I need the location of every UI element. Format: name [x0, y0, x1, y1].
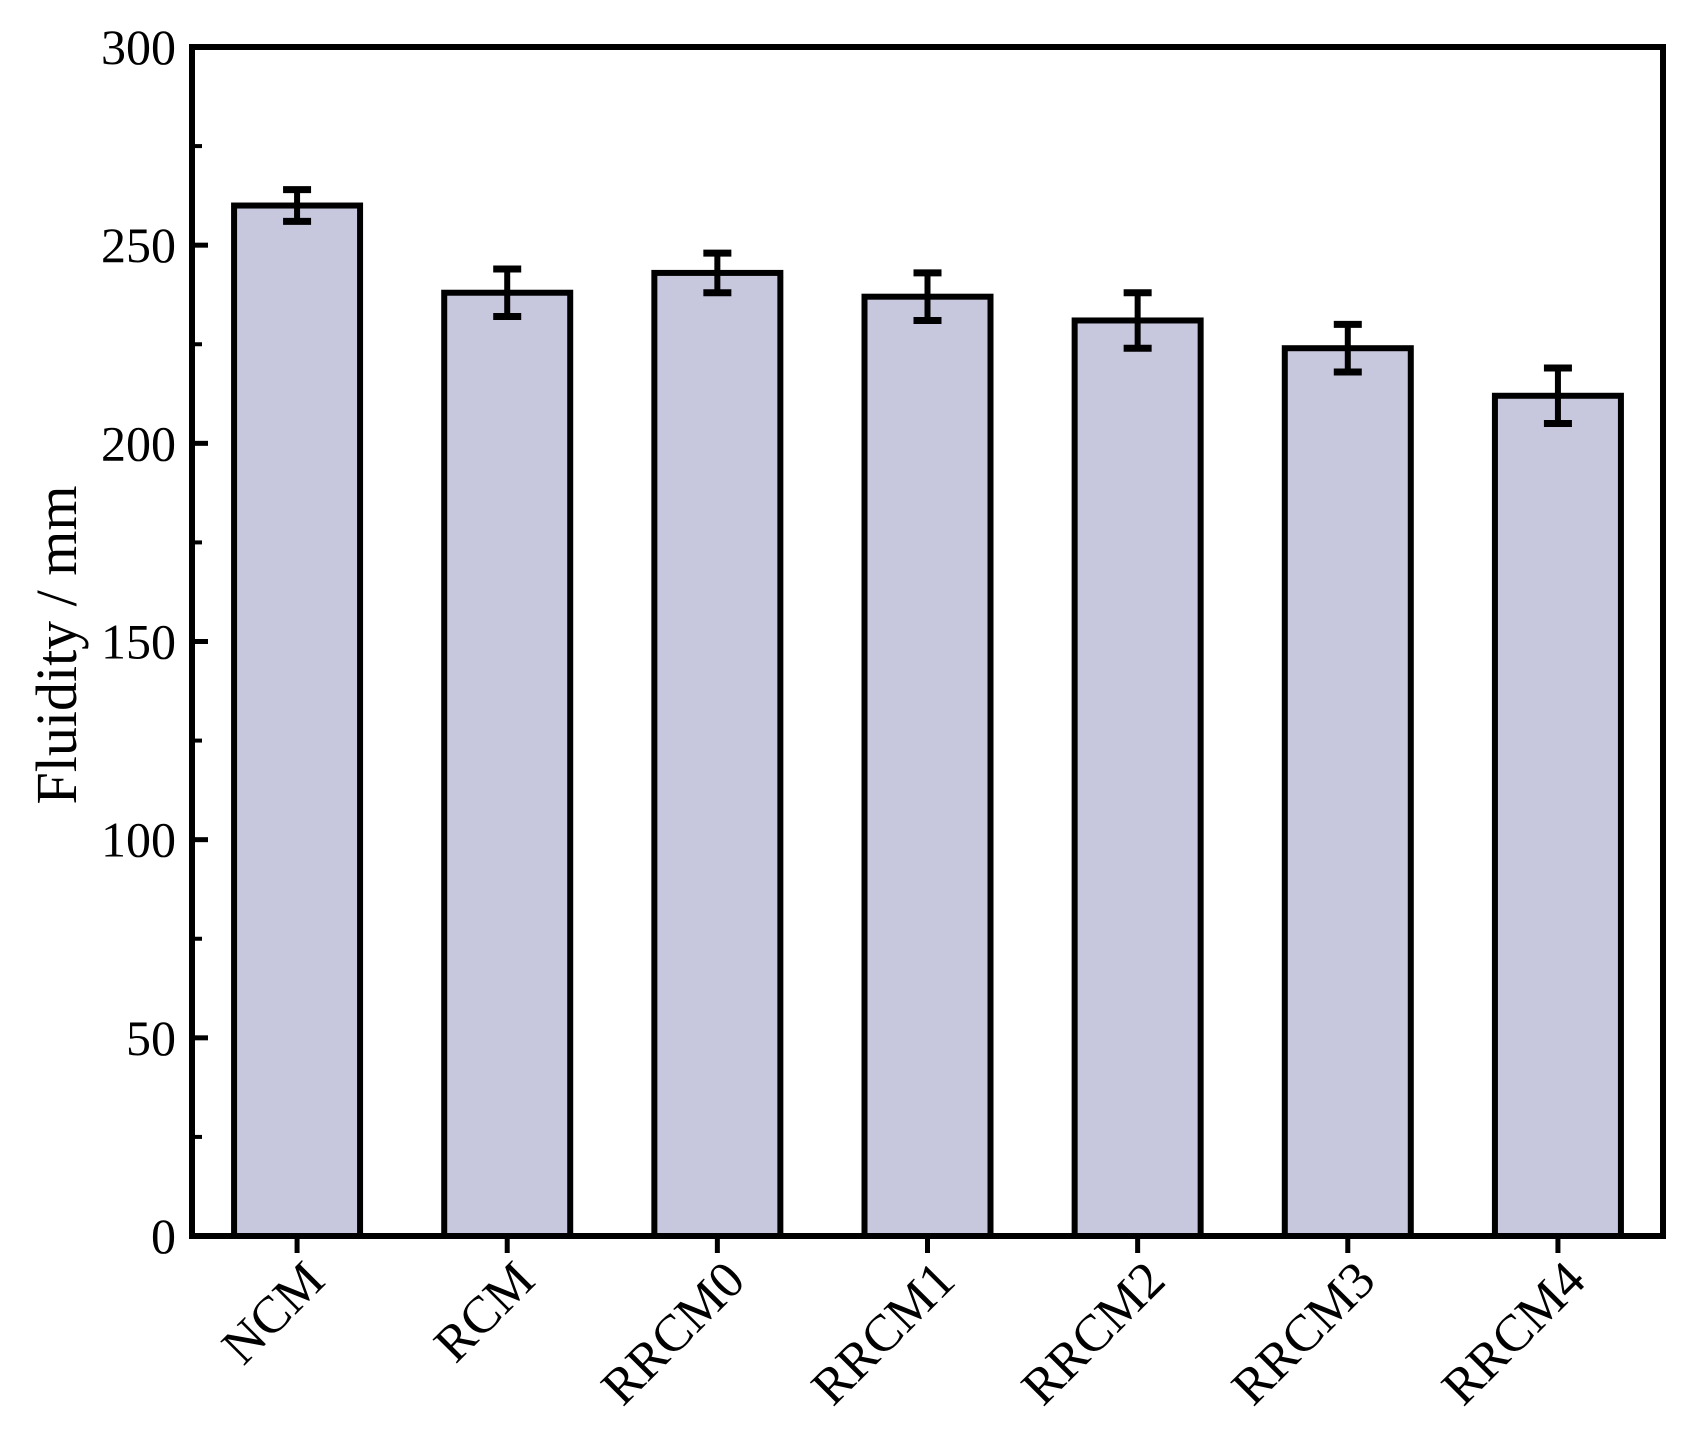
- x-tick-label: RRCM2: [1011, 1251, 1176, 1416]
- y-tick-label: 50: [126, 1010, 176, 1066]
- y-tick-label: 150: [101, 614, 176, 670]
- x-tick-label: NCM: [211, 1251, 335, 1375]
- error-bars-group: [283, 186, 1572, 428]
- bar: [231, 202, 364, 1240]
- y-tick-label: 200: [101, 415, 176, 471]
- bar: [1281, 345, 1414, 1240]
- x-tick-label: RCM: [424, 1251, 546, 1373]
- y-tick-label: 250: [101, 217, 176, 273]
- y-tick-label: 0: [151, 1208, 176, 1264]
- bar: [1071, 317, 1204, 1240]
- y-axis-title: Fluidity / mm: [24, 485, 89, 804]
- y-tick-label: 300: [101, 19, 176, 75]
- bar: [441, 289, 574, 1239]
- y-tick-label: 100: [101, 812, 176, 868]
- bar: [861, 293, 994, 1239]
- x-tick-label: RRCM0: [591, 1251, 756, 1416]
- x-tick-label: RRCM3: [1221, 1251, 1386, 1416]
- x-tick-label: RRCM4: [1431, 1251, 1596, 1416]
- bar: [651, 269, 784, 1240]
- x-tick-label: RRCM1: [801, 1251, 966, 1416]
- bar: [1491, 392, 1624, 1240]
- plot-frame: [189, 44, 1666, 1239]
- bars-group: [231, 202, 1624, 1240]
